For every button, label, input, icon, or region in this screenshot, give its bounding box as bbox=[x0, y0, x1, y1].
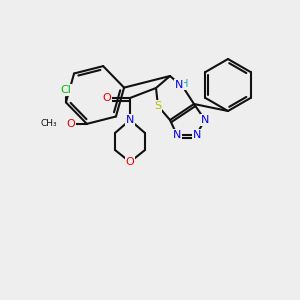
Text: O: O bbox=[67, 119, 75, 129]
Text: Cl: Cl bbox=[61, 85, 71, 95]
Text: H: H bbox=[181, 79, 189, 89]
Text: N: N bbox=[126, 115, 134, 125]
Text: N: N bbox=[201, 115, 209, 125]
Text: O: O bbox=[126, 157, 134, 167]
Text: N: N bbox=[175, 80, 183, 90]
Text: N: N bbox=[173, 130, 181, 140]
Text: S: S bbox=[154, 101, 162, 111]
Text: O: O bbox=[103, 93, 111, 103]
Text: N: N bbox=[193, 130, 201, 140]
Text: CH₃: CH₃ bbox=[40, 119, 57, 128]
